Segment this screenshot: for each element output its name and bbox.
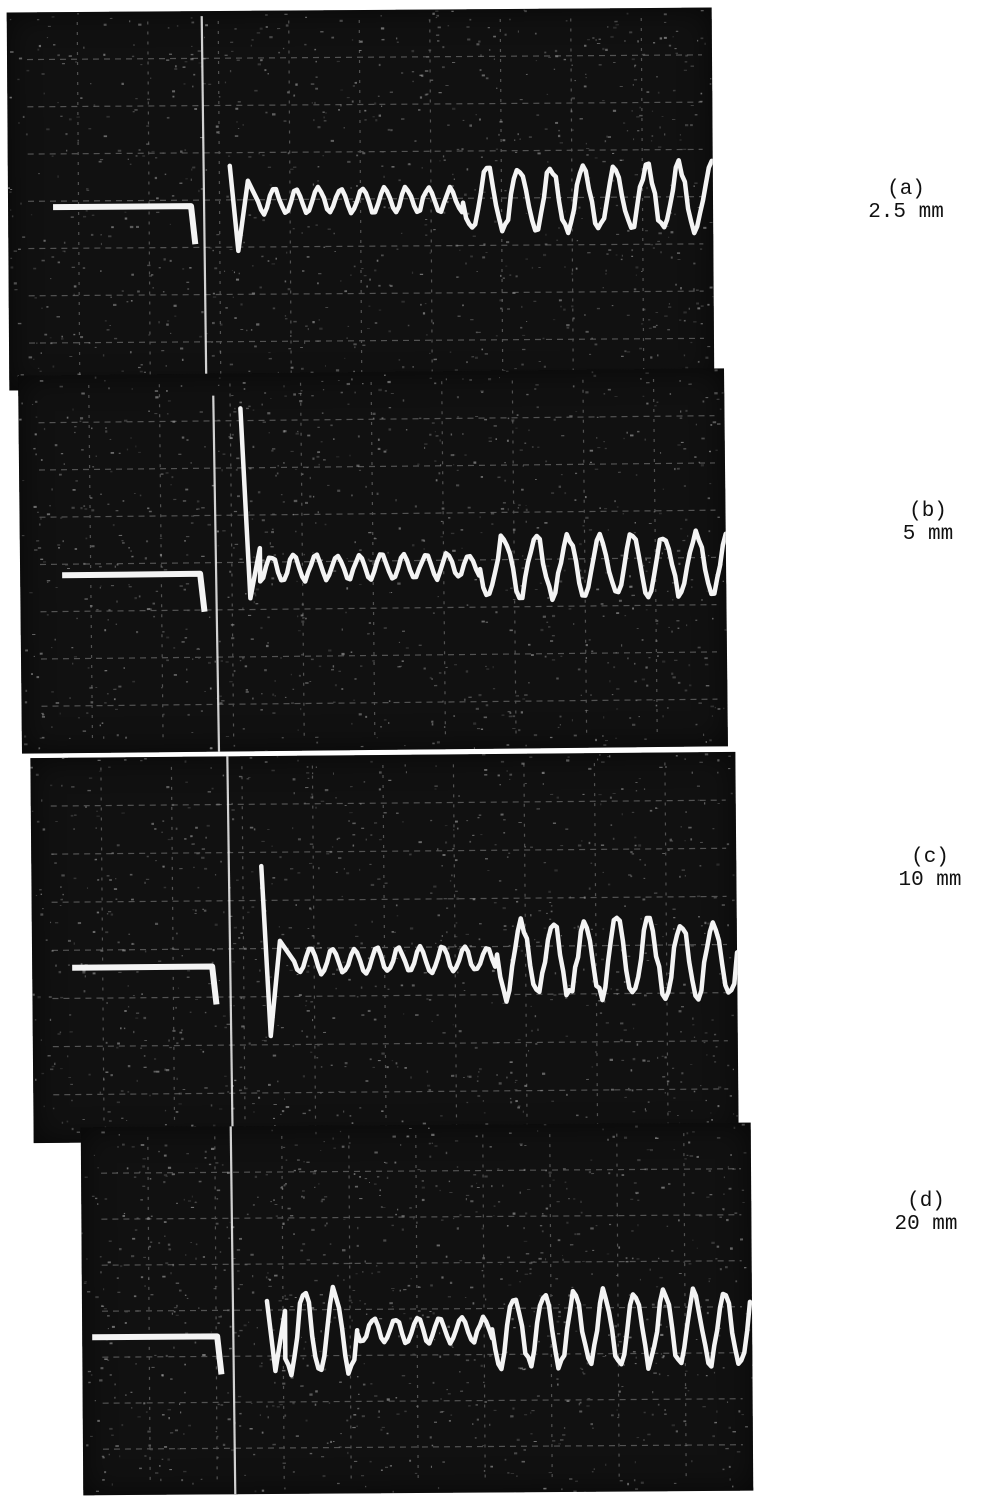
graticule-b [38,379,718,743]
trace-svg-d [81,1123,754,1495]
graticule-a [27,18,704,380]
caption-b: (b) 5 mm [858,500,997,546]
caption-d: (d) 20 mm [856,1190,996,1236]
oscilloscope-panel-c [30,751,739,1144]
screen-noise-d [81,1123,754,1494]
graticule-c [50,762,729,1133]
panel-size-a: 2.5 mm [868,201,944,224]
panel-letter-b: (b) [909,500,947,523]
trigger-line-d [229,1126,237,1495]
trigger-line-b [212,395,221,752]
panel-letter-d: (d) [907,1190,945,1213]
baseline-step-a [53,203,199,245]
trace-svg-c [30,753,739,1144]
oscilloscope-panel-b [18,368,728,754]
oscilloscope-panel-a [6,7,715,391]
panel-size-d: 20 mm [894,1213,958,1236]
trigger-line-a [200,16,208,382]
caption-a: (a) 2.5 mm [836,178,976,224]
caption-c: (c) 10 mm [860,846,997,892]
panel-size-b: 5 mm [902,523,954,546]
baseline-step-d [92,1333,225,1375]
baseline-step-b [62,570,208,613]
waveform-trace-d [264,1284,753,1378]
panel-letter-a: (a) [887,178,925,201]
waveform-trace-c [259,863,739,1039]
trigger-line-c [226,756,234,1142]
baseline-step-c [72,963,220,1005]
panel-letter-c: (c) [911,846,949,869]
trace-svg-b [19,369,728,753]
trace-svg-a [8,9,714,390]
graticule-d [101,1133,743,1485]
panel-size-c: 10 mm [898,869,962,892]
oscilloscope-panel-d [80,1122,754,1496]
waveform-trace-a [227,158,714,254]
waveform-trace-b [238,406,728,603]
